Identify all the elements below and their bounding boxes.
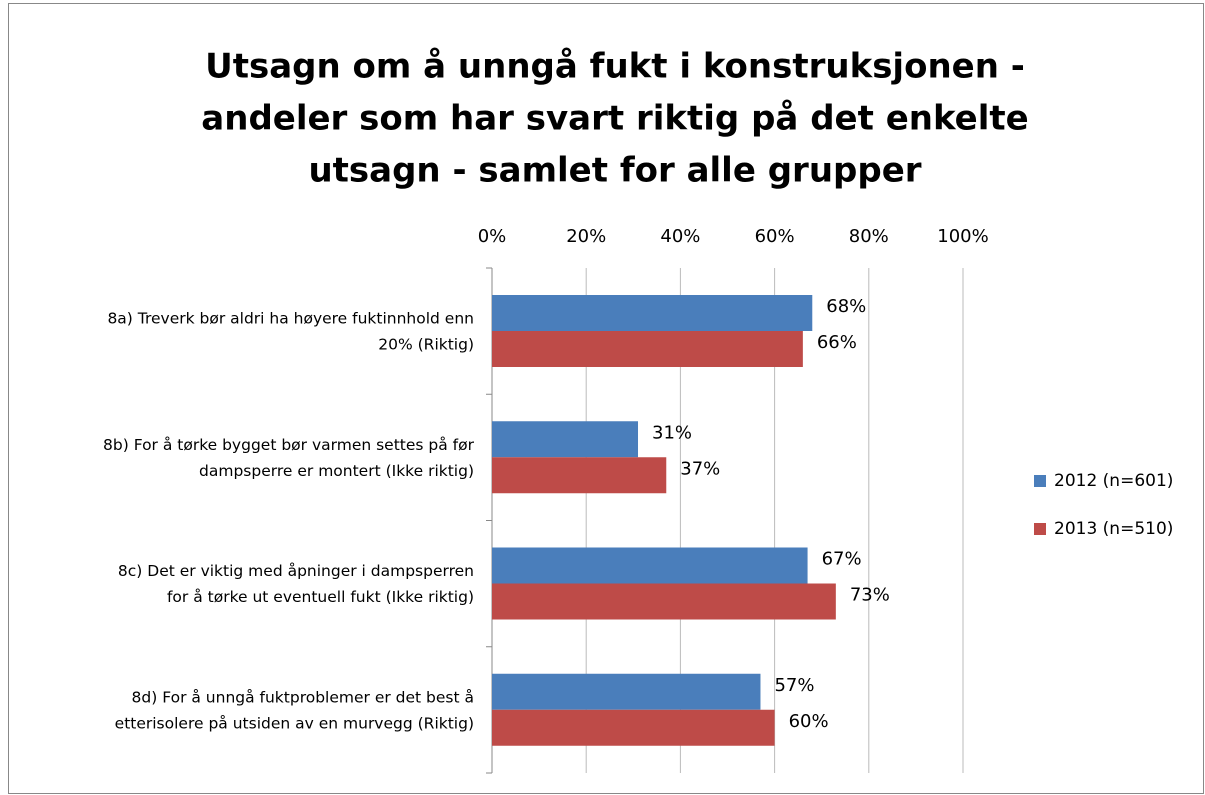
x-tick-label: 80% — [849, 226, 889, 247]
value-label: 60% — [789, 711, 829, 732]
y-tick-label: 8b) For å tørke bygget bør varmen settes… — [103, 436, 475, 454]
value-label: 68% — [826, 296, 866, 317]
bar — [492, 547, 808, 584]
y-tick-label: 8a) Treverk bør aldri ha høyere fuktinnh… — [107, 310, 474, 328]
bar — [492, 331, 803, 367]
y-tick-label: 20% (Riktig) — [378, 336, 474, 354]
value-label: 31% — [652, 422, 692, 443]
legend-swatch — [1034, 523, 1046, 535]
chart-title: andeler som har svart riktig på det enke… — [201, 99, 1028, 139]
bar — [492, 457, 667, 494]
bar — [492, 709, 775, 746]
legend-swatch — [1034, 475, 1046, 487]
value-label: 67% — [822, 549, 862, 570]
chart-title: utsagn - samlet for alle grupper — [308, 151, 921, 191]
x-tick-label: 20% — [566, 226, 606, 247]
bar — [492, 583, 836, 620]
legend-label: 2012 (n=601) — [1054, 471, 1173, 491]
y-tick-label: etterisolere på utsiden av en murvegg (R… — [115, 714, 474, 732]
x-tick-label: 100% — [937, 226, 988, 247]
x-tick-label: 0% — [478, 226, 507, 247]
value-label: 66% — [817, 332, 857, 353]
value-label: 37% — [680, 458, 720, 479]
legend-label: 2013 (n=510) — [1054, 519, 1173, 539]
bar — [492, 295, 813, 331]
chart-title: Utsagn om å unngå fukt i konstruksjonen … — [205, 47, 1025, 87]
bar — [492, 673, 761, 710]
y-tick-label: 8c) Det er viktig med åpninger i dampspe… — [118, 562, 474, 580]
y-tick-label: for å tørke ut eventuell fukt (Ikke rikt… — [167, 588, 474, 606]
chart-frame — [8, 3, 1204, 794]
value-label: 73% — [850, 585, 890, 606]
x-tick-label: 40% — [660, 226, 700, 247]
x-tick-label: 60% — [755, 226, 795, 247]
bar — [492, 421, 639, 458]
y-tick-label: 8d) For å unngå fuktproblemer er det bes… — [132, 688, 474, 706]
y-tick-label: dampsperre er montert (Ikke riktig) — [199, 462, 474, 480]
value-label: 57% — [774, 675, 814, 696]
